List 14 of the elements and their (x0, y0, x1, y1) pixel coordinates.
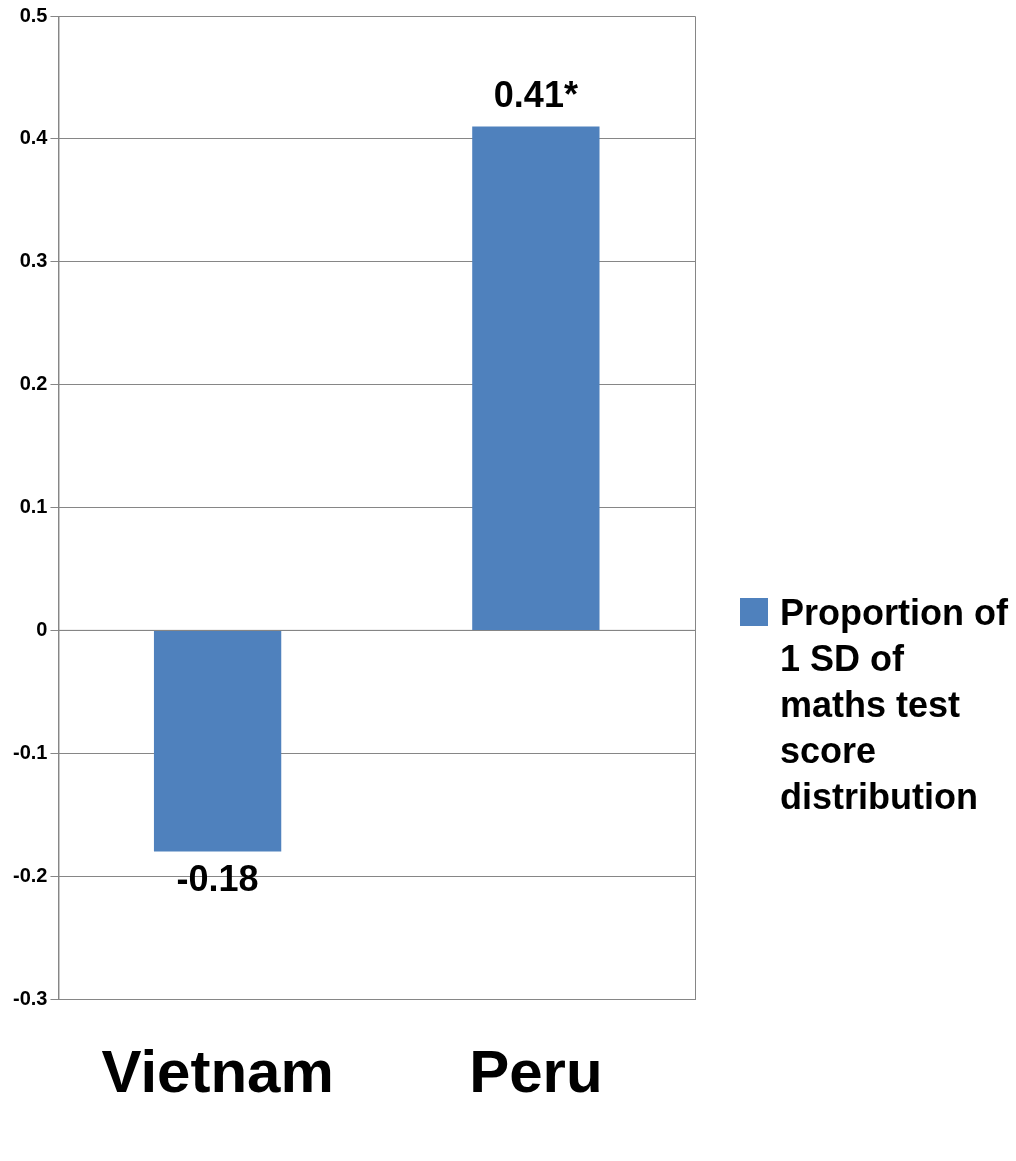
y-tick-label: 0 (36, 617, 48, 640)
x-tick-label: Vietnam (101, 1037, 334, 1105)
data-label: -0.18 (176, 858, 259, 900)
y-tick-label: 0.3 (19, 249, 48, 272)
y-tick-label: 0.5 (19, 3, 48, 26)
y-tick-label: 0.1 (19, 495, 48, 518)
x-tick-label: Peru (469, 1037, 603, 1105)
y-tick-label: -0.1 (12, 740, 48, 763)
legend-label: Proportion of 1 SD of maths test score distribution (780, 591, 1009, 819)
y-tick-label: 0.2 (19, 372, 48, 395)
y-tick-label: -0.2 (12, 863, 48, 886)
data-label: 0.41* (493, 73, 578, 115)
y-tick-label: -0.3 (12, 986, 48, 1009)
y-tick-label: 0.4 (19, 126, 49, 149)
